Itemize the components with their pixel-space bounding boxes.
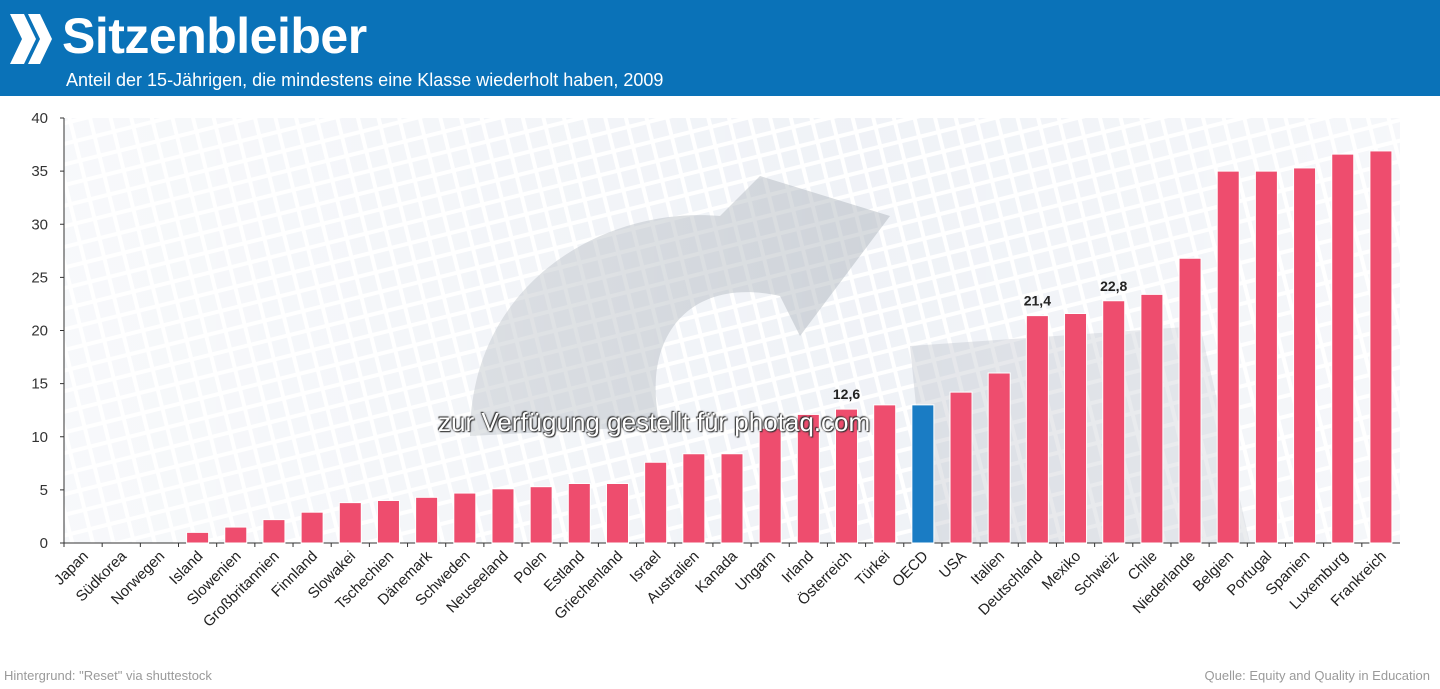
x-tick-label: USA: [936, 548, 970, 582]
y-tick-label: 15: [31, 376, 48, 393]
bar-italien: [987, 372, 1011, 544]
bar-tschechien: [376, 500, 400, 544]
bar-polen: [529, 486, 553, 544]
bar-island: [186, 531, 210, 544]
bar-spanien: [1293, 167, 1317, 544]
y-tick-label: 30: [31, 216, 48, 233]
bar-usa: [949, 391, 973, 544]
bar-oecd: [911, 404, 935, 544]
bar-dänemark: [415, 496, 439, 544]
bar-finnland: [300, 511, 324, 544]
x-tick-label: Ungarn: [732, 548, 779, 595]
bar-kanada: [720, 453, 744, 544]
bar-türkei: [873, 404, 897, 544]
bar-belgien: [1216, 170, 1240, 544]
y-tick-label: 40: [31, 110, 48, 127]
image-credit: Hintergrund: "Reset" via shuttestock: [4, 668, 212, 683]
bar-israel: [644, 461, 668, 544]
x-tick-label: Türkei: [852, 548, 893, 589]
bar-australien: [682, 453, 706, 544]
bar-portugal: [1254, 170, 1278, 544]
bar-neuseeland: [491, 488, 515, 544]
bar-niederlande: [1178, 257, 1202, 544]
bar-luxemburg: [1331, 153, 1355, 544]
bar-deutschland: [1025, 315, 1049, 544]
watermark-text: zur Verfügung gestellt für photaq.com: [438, 407, 871, 437]
page-title: Sitzenbleiber: [62, 8, 367, 64]
bar-griechenland: [605, 483, 629, 544]
bar-irland: [796, 413, 820, 544]
bar-frankreich: [1369, 150, 1393, 544]
header: Sitzenbleiber Anteil der 15-Jährigen, di…: [0, 0, 1440, 96]
y-tick-label: 35: [31, 163, 48, 180]
data-label: 12,6: [833, 386, 860, 402]
page-subtitle: Anteil der 15-Jährigen, die mindestens e…: [66, 70, 664, 90]
y-tick-label: 20: [31, 323, 48, 340]
x-tick-label: Kanada: [692, 547, 741, 596]
bars: [186, 150, 1393, 544]
bar-mexiko: [1064, 313, 1088, 544]
y-tick-label: 5: [40, 482, 48, 499]
bar-slowenien: [224, 526, 248, 544]
bar-österreich: [835, 408, 859, 544]
y-tick-label: 10: [31, 429, 48, 446]
data-label: 21,4: [1024, 293, 1051, 309]
source-note: Quelle: Equity and Quality in Education: [1204, 668, 1430, 683]
bar-schweden: [453, 492, 477, 544]
bar-schweiz: [1102, 300, 1126, 544]
y-tick-label: 0: [40, 535, 48, 552]
bar-ungarn: [758, 427, 782, 544]
x-tick-label: OECD: [889, 548, 932, 591]
bar-chile: [1140, 293, 1164, 544]
chevron-logo-icon: [10, 14, 52, 64]
bar-großbritannien: [262, 519, 286, 544]
y-tick-label: 25: [31, 269, 48, 286]
bar-estland: [567, 483, 591, 544]
data-label: 22,8: [1100, 278, 1127, 294]
bar-slowakei: [338, 502, 362, 544]
